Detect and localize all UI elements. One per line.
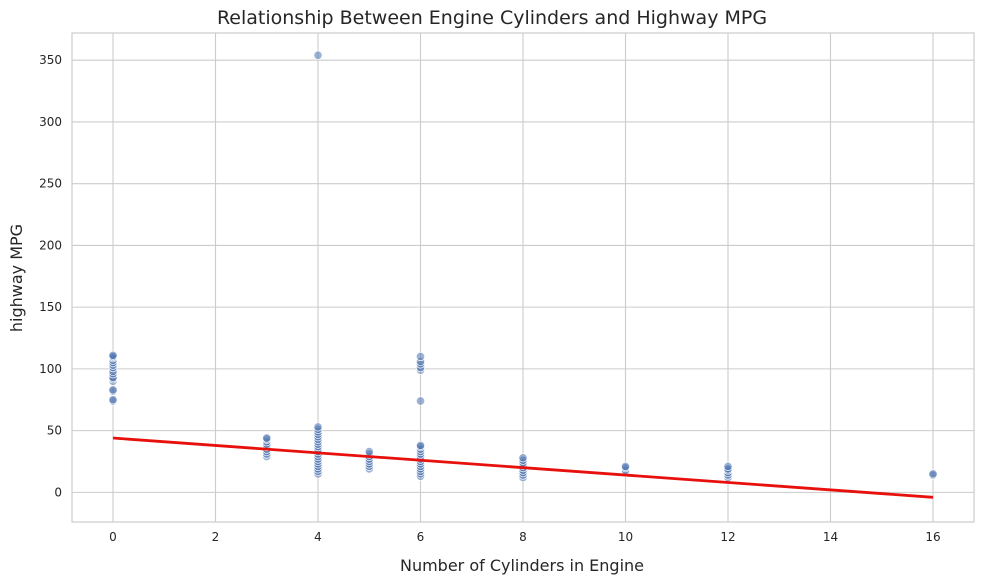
trend-layer (112, 436, 934, 499)
x-tick-label: 6 (417, 530, 425, 544)
x-tick-label: 8 (519, 530, 527, 544)
data-point (313, 422, 323, 432)
y-axis-label: highway MPG (7, 224, 26, 332)
y-tick-label: 150 (39, 300, 62, 314)
x-tick-label: 12 (720, 530, 735, 544)
data-point (928, 469, 938, 479)
x-tick-label: 0 (109, 530, 117, 544)
ticks-layer: 0 2 4 6 8 10 12 14 16 0 50 100 150 200 250 300 350 (39, 53, 941, 544)
x-tick-label: 10 (618, 530, 633, 544)
grid-layer (72, 33, 974, 522)
data-point (620, 461, 631, 471)
data-point (108, 350, 118, 360)
data-point (313, 50, 323, 60)
y-tick-label: 350 (39, 53, 62, 67)
x-axis-label: Number of Cylinders in Engine (400, 556, 644, 575)
data-point (108, 395, 118, 405)
data-point (364, 447, 374, 457)
data-point (262, 433, 272, 443)
data-point (415, 396, 426, 406)
data-point (415, 440, 426, 450)
y-tick-label: 200 (39, 238, 62, 252)
y-tick-label: 100 (39, 362, 62, 376)
y-tick-label: 50 (47, 424, 62, 438)
y-tick-label: 300 (39, 115, 62, 129)
y-tick-label: 0 (54, 485, 62, 499)
x-tick-label: 4 (314, 530, 322, 544)
x-tick-label: 2 (212, 530, 220, 544)
data-point (108, 385, 118, 395)
data-point (415, 351, 426, 362)
x-tick-label: 16 (925, 530, 940, 544)
trend-line (112, 436, 934, 499)
data-point (723, 461, 733, 471)
plot-frame (71, 32, 975, 523)
data-point (518, 453, 528, 463)
chart-title: Relationship Between Engine Cylinders an… (217, 7, 767, 29)
x-tick-label: 14 (823, 530, 838, 544)
y-tick-label: 250 (39, 177, 62, 191)
